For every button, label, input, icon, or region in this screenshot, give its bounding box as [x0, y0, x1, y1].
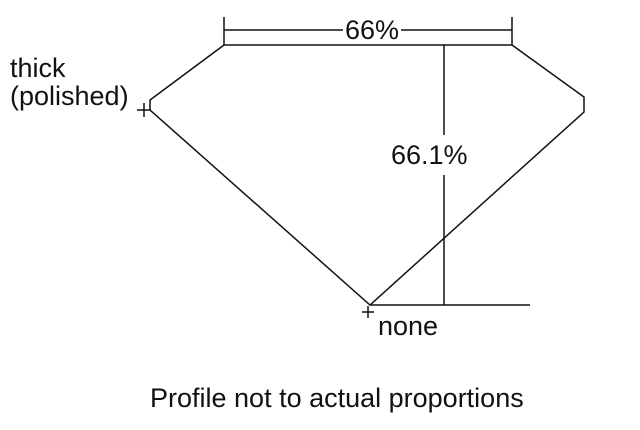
gem-outline — [149, 44, 585, 307]
culet-label: none — [378, 311, 439, 341]
table-percentage-label: 66% — [343, 15, 402, 45]
girdle-marker-icon — [137, 103, 151, 117]
depth-percentage-label: 66.1% — [389, 135, 470, 175]
girdle-label-line2: (polished) — [10, 81, 129, 111]
caption: Profile not to actual proportions — [150, 383, 524, 413]
girdle-label-line1: thick — [10, 53, 66, 83]
culet-marker-icon — [362, 306, 374, 318]
